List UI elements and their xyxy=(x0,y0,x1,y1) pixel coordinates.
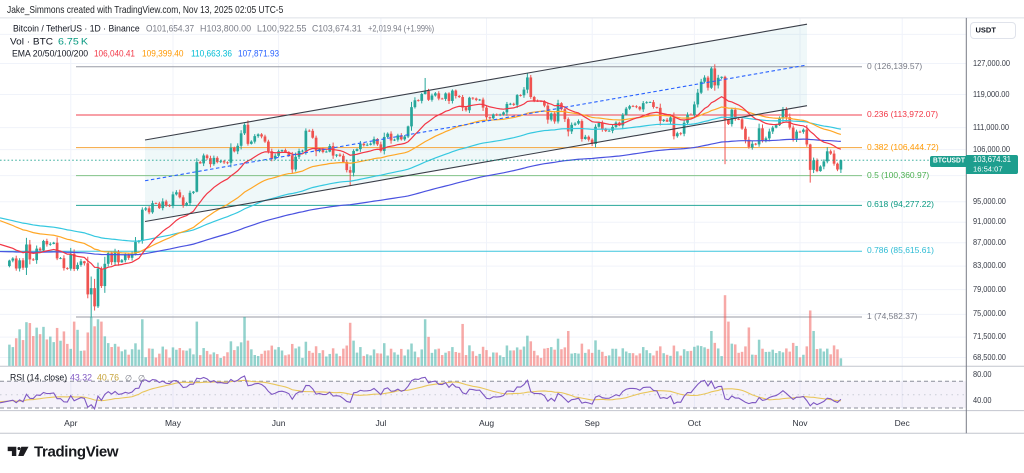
svg-text:TradingView: TradingView xyxy=(34,444,119,461)
